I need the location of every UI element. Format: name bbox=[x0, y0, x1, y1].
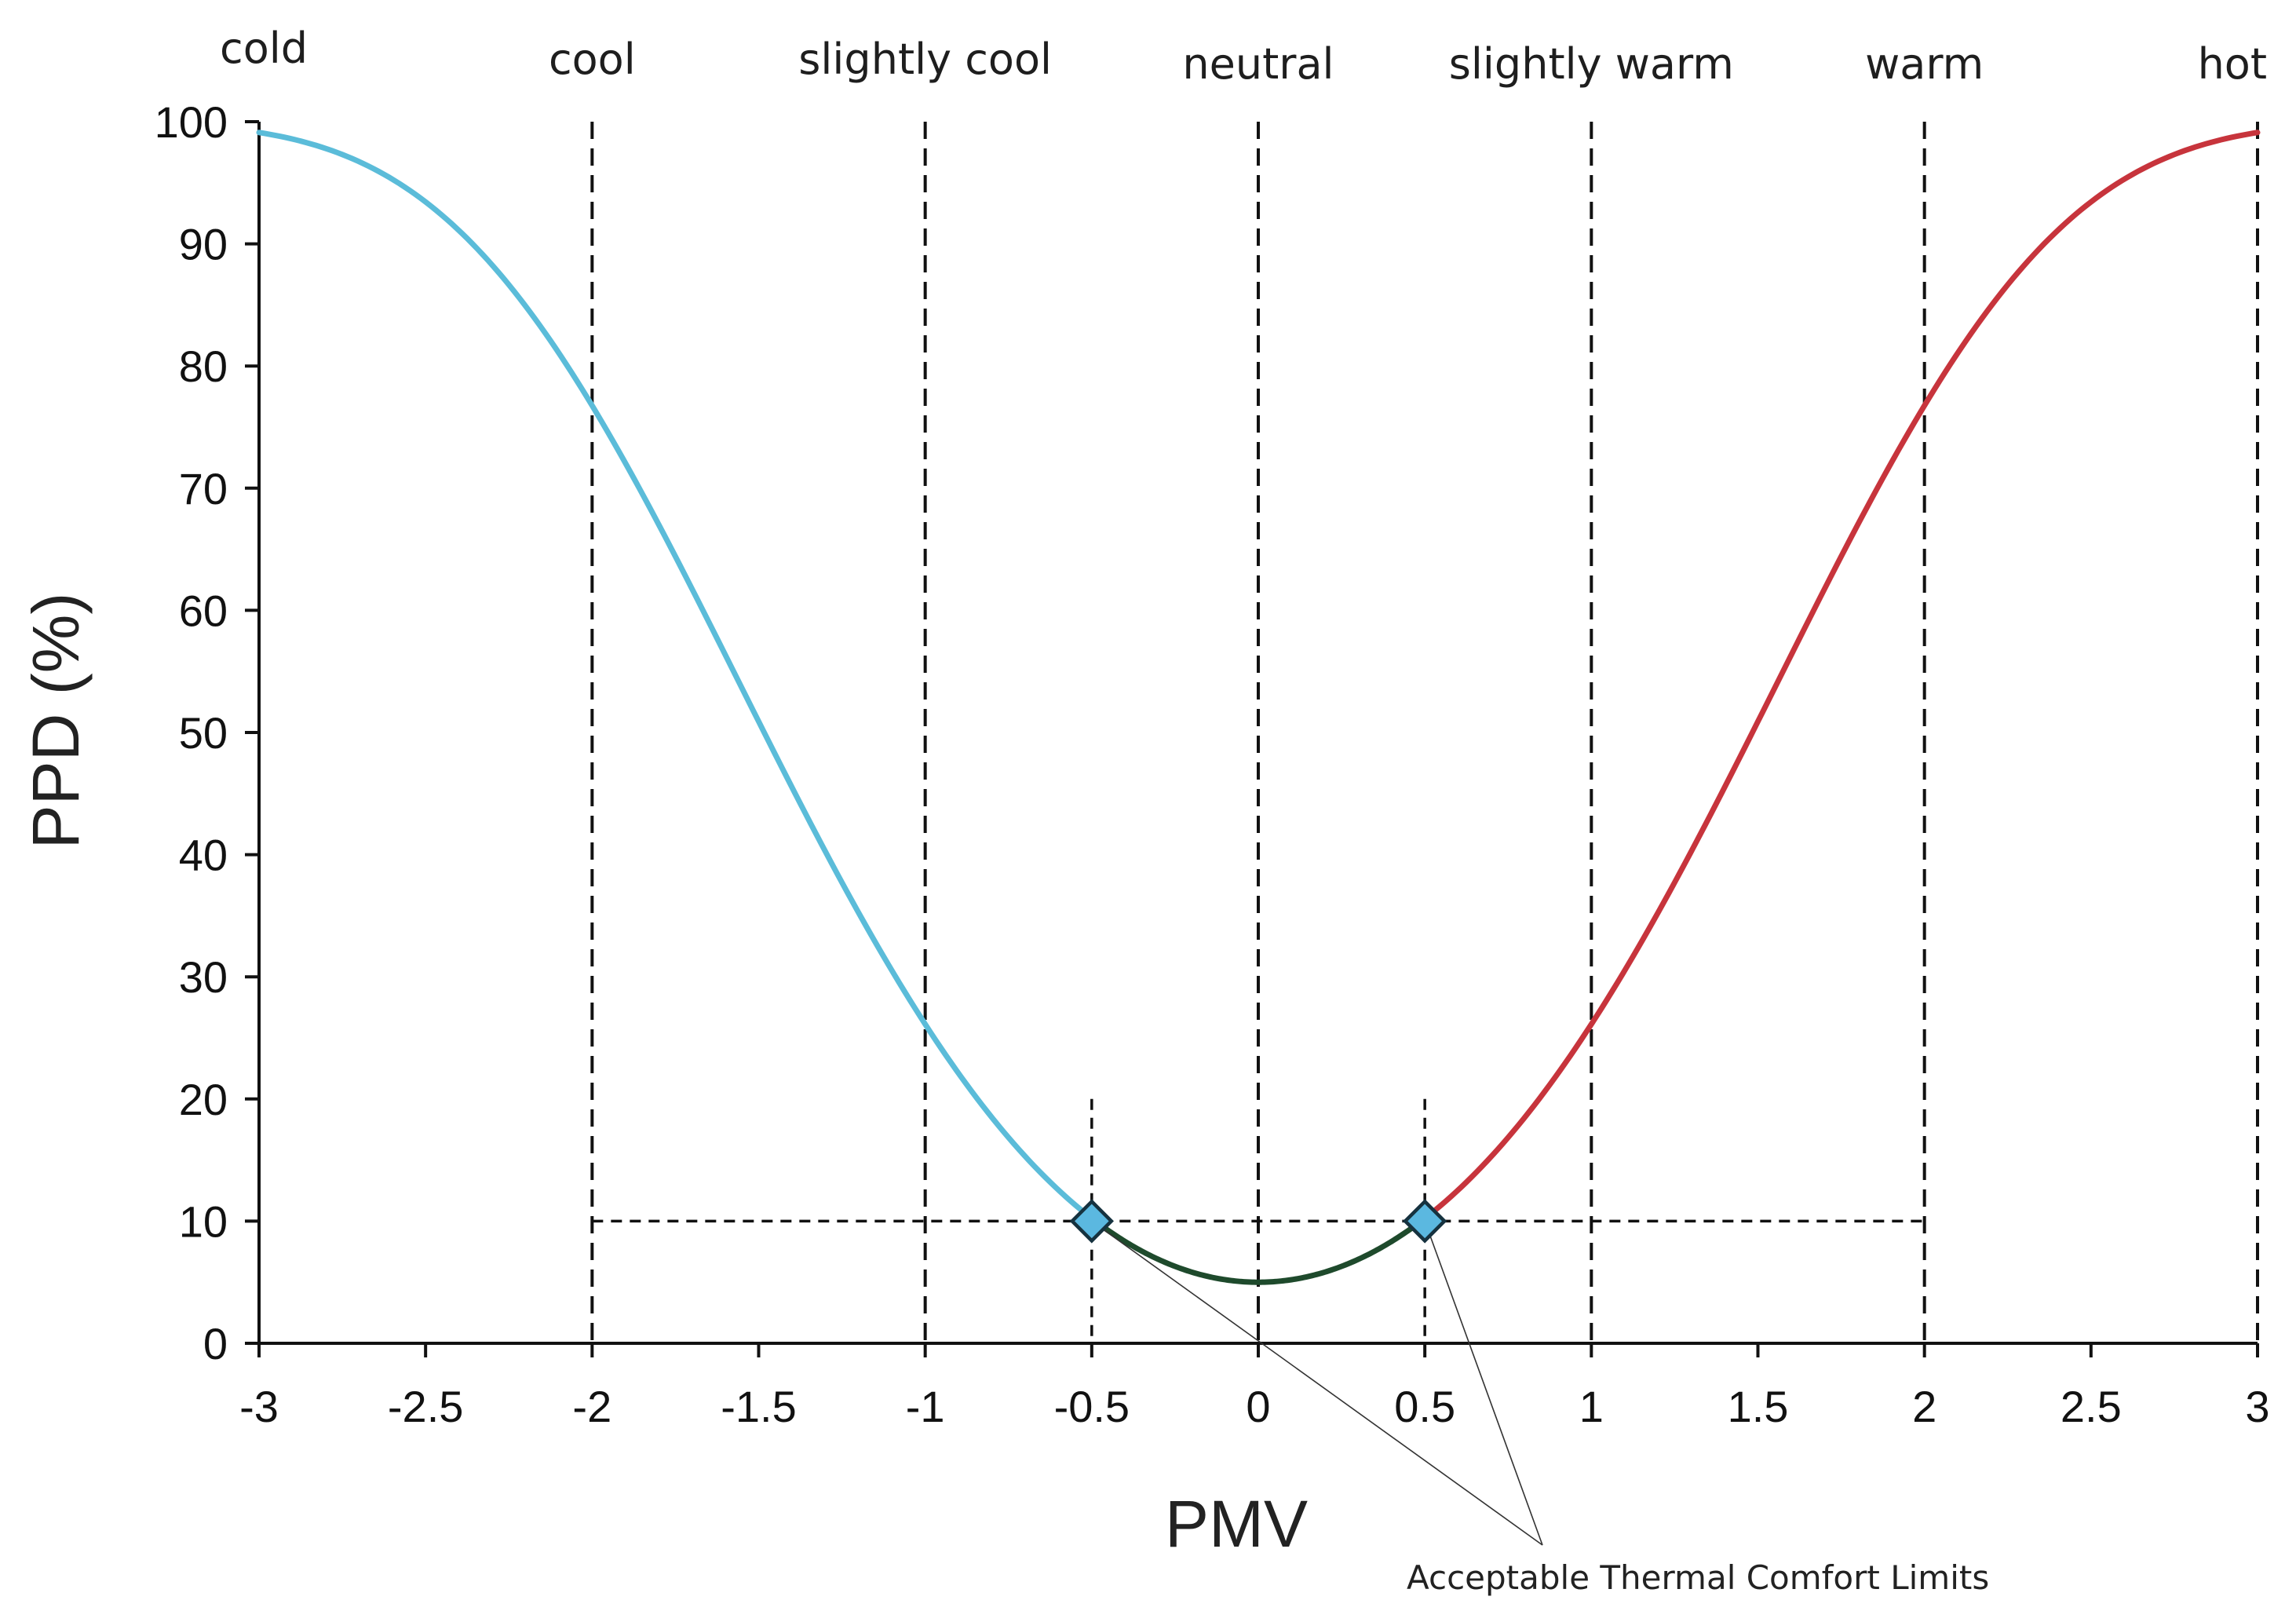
comfort-limit-marker bbox=[1069, 1199, 1115, 1244]
y-tick-label: 50 bbox=[179, 708, 228, 758]
sensation-label-cold: cold bbox=[220, 24, 308, 73]
y-tick-label: 20 bbox=[179, 1075, 228, 1124]
sensation-label-slightly-cool: slightly cool bbox=[798, 35, 1052, 84]
series-line-cool-side bbox=[256, 130, 1095, 1222]
sensation-layer: cold cool slightly cool neutral slightly war… bbox=[220, 24, 2267, 89]
y-tick-label: 60 bbox=[179, 586, 228, 635]
x-tick-label: 1 bbox=[1579, 1382, 1604, 1431]
annotation-pointer bbox=[1091, 1220, 1543, 1546]
annotation-label: Acceptable Thermal Comfort Limits bbox=[1407, 1558, 1989, 1597]
y-tick-label: 70 bbox=[179, 464, 228, 513]
x-tick-label: 2.5 bbox=[2061, 1382, 2122, 1431]
x-tick-label: 1.5 bbox=[1728, 1382, 1789, 1431]
x-tick-label: -0.5 bbox=[1054, 1382, 1130, 1431]
x-tick-label: 0.5 bbox=[1394, 1382, 1455, 1431]
guide-layer bbox=[590, 122, 2259, 1343]
marker-layer bbox=[1069, 1199, 1447, 1244]
y-tick-label: 90 bbox=[179, 220, 228, 269]
y-tick-label: 40 bbox=[179, 831, 228, 880]
y-axis-title: PPD (%) bbox=[19, 593, 93, 849]
curve-layer bbox=[256, 130, 2261, 1285]
x-tick-label: 0 bbox=[1246, 1382, 1270, 1431]
y-tick-label: 80 bbox=[179, 342, 228, 391]
x-tick-label: 3 bbox=[2245, 1382, 2269, 1431]
annotation-layer bbox=[1091, 1220, 1543, 1546]
sensation-label-cool: cool bbox=[549, 35, 636, 84]
x-tick-label: 2 bbox=[1912, 1382, 1936, 1431]
x-tick-label: -2 bbox=[572, 1382, 611, 1431]
x-tick-label: -1.5 bbox=[721, 1382, 797, 1431]
sensation-label-hot: hot bbox=[2198, 39, 2267, 89]
y-tick-label: 100 bbox=[155, 97, 228, 147]
x-tick-label: -2.5 bbox=[388, 1382, 464, 1431]
y-tick-label: 30 bbox=[179, 952, 228, 1002]
series-line-comfort-zone bbox=[1089, 1215, 1428, 1285]
annotation-pointer bbox=[1424, 1221, 1543, 1546]
label-layer: PMV PPD (%) Acceptable Thermal Comfort L… bbox=[19, 593, 1989, 1597]
y-tick-label: 10 bbox=[179, 1196, 228, 1246]
x-axis-title: PMV bbox=[1165, 1487, 1308, 1561]
sensation-label-warm: warm bbox=[1865, 39, 1984, 89]
sensation-label-slightly-warm: slightly warm bbox=[1449, 39, 1734, 89]
y-tick-label: 0 bbox=[203, 1319, 228, 1368]
series-line-warm-side bbox=[1422, 130, 2261, 1222]
x-tick-label: -1 bbox=[906, 1382, 945, 1431]
x-tick-label: -3 bbox=[239, 1382, 279, 1431]
sensation-label-neutral: neutral bbox=[1182, 39, 1334, 89]
comfort-limit-marker bbox=[1402, 1199, 1447, 1244]
